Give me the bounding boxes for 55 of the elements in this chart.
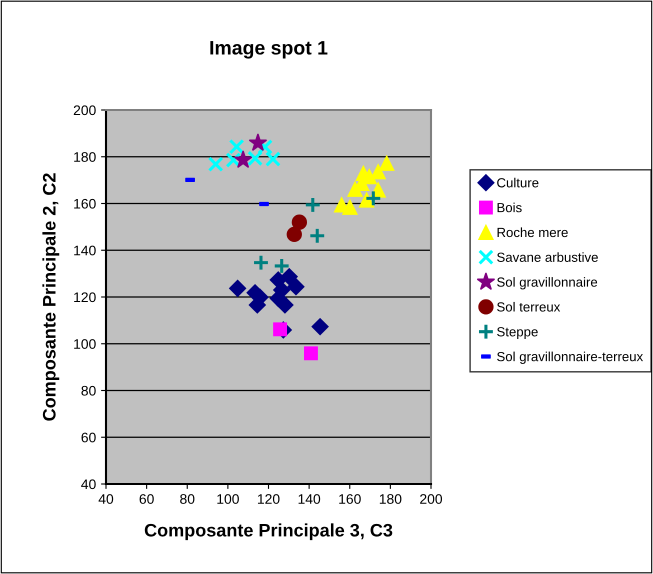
legend-label: Savane arbustive — [497, 252, 598, 262]
y-tick-label: 160 — [74, 198, 96, 209]
x-tick-label: 60 — [140, 494, 154, 504]
point — [292, 214, 308, 230]
x-tick-label: 80 — [180, 494, 194, 504]
x-axis-title: Composante Principale 3, C3 — [144, 523, 392, 540]
y-tick-label: 60 — [82, 432, 96, 442]
legend-label: Sol terreux — [497, 302, 560, 312]
y-tick-label: 120 — [74, 292, 96, 302]
y-tick-label: 100 — [74, 339, 96, 349]
point — [234, 150, 252, 168]
y-tick-label: 40 — [81, 479, 96, 490]
point — [257, 139, 273, 155]
point — [342, 200, 358, 215]
x-tick-label: 200 — [420, 494, 442, 504]
x-tick-label: 120 — [258, 494, 280, 504]
point — [304, 346, 318, 360]
point — [308, 227, 326, 244]
y-axis-title: Composante Principale 2, C2 — [42, 173, 60, 421]
point — [273, 322, 288, 336]
y-tick-label: 140 — [74, 246, 96, 256]
point — [358, 192, 374, 208]
point — [208, 156, 224, 172]
y-tick-label: 80 — [81, 386, 96, 396]
legend-label: Bois — [498, 202, 522, 212]
x-tick-label: 40 — [98, 494, 114, 504]
legend-label: Sol gravillonnaire-terreux — [497, 352, 644, 364]
legend-label: Roche mere — [498, 227, 568, 238]
point — [312, 318, 329, 336]
point — [248, 133, 268, 151]
point — [276, 296, 294, 314]
point — [364, 190, 382, 207]
x-tick-label: 140 — [298, 494, 320, 504]
point — [286, 226, 302, 242]
point — [304, 196, 322, 214]
point — [265, 151, 281, 167]
point — [228, 138, 244, 154]
x-tick-label: 100 — [217, 494, 239, 504]
legend-label: Steppe — [497, 327, 538, 340]
x-tick-label: 160 — [339, 494, 361, 504]
legend-label: Culture — [497, 178, 538, 188]
legend-label: Sol gravillonnaire — [497, 277, 598, 290]
point — [229, 280, 246, 297]
y-tick-label: 200 — [74, 105, 96, 116]
point — [252, 254, 270, 272]
x-tick-label: 180 — [380, 494, 402, 504]
point — [379, 156, 394, 171]
y-tick-label: 180 — [74, 152, 96, 162]
point — [247, 150, 263, 166]
point — [370, 164, 386, 180]
chart-title: Image spot 1 — [210, 41, 328, 59]
point — [273, 257, 290, 274]
point — [226, 152, 242, 168]
point — [287, 278, 304, 296]
point — [280, 268, 298, 286]
